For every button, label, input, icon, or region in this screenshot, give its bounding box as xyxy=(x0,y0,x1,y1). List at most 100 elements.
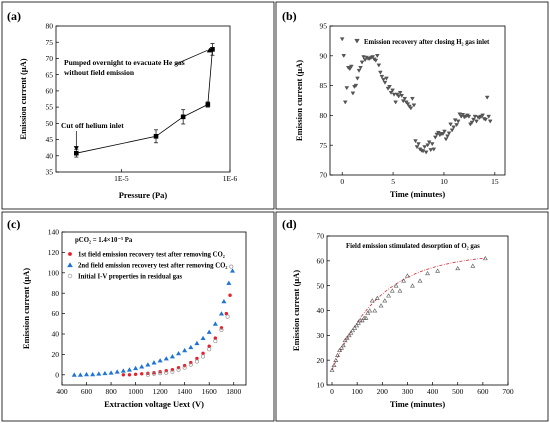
data-point-d xyxy=(369,298,375,303)
x-tick-label-c: 1000 xyxy=(128,387,143,396)
data-point-a xyxy=(210,47,215,52)
data-point-c xyxy=(228,293,232,297)
data-point-b xyxy=(457,112,463,117)
legend-label-b: Emission recovery after closing H₂ gas i… xyxy=(364,39,490,46)
data-point-b xyxy=(379,74,385,79)
y-tick-label-c: 60 xyxy=(52,309,60,318)
data-point-d xyxy=(363,315,369,320)
data-point-c xyxy=(84,371,90,377)
data-point-b xyxy=(436,130,441,135)
y-tick-label-a: 60 xyxy=(46,86,54,95)
data-point-d xyxy=(417,278,423,283)
data-point-a xyxy=(153,134,159,139)
data-point-c xyxy=(229,264,234,269)
data-point-d xyxy=(386,293,392,298)
y-tick-label-a: 75 xyxy=(46,38,54,47)
y-tick-label-c: 80 xyxy=(52,289,60,298)
data-point-b xyxy=(350,91,356,96)
data-point-c xyxy=(182,365,187,370)
data-point-b xyxy=(397,90,403,95)
data-point-c xyxy=(152,371,156,375)
data-point-c xyxy=(139,364,145,369)
data-point-a xyxy=(180,114,186,120)
data-point-b xyxy=(411,103,417,108)
data-point-b xyxy=(431,147,437,152)
data-point-b xyxy=(361,55,366,60)
data-point-b xyxy=(420,149,426,154)
data-point-b xyxy=(381,77,386,82)
data-point-c xyxy=(182,347,188,353)
y-axis-label-a: Emission current (μA) xyxy=(18,58,28,139)
data-point-d xyxy=(393,283,399,288)
data-point-c xyxy=(221,298,227,304)
x-tick-label-d: 500 xyxy=(452,387,464,396)
data-point-c xyxy=(163,356,169,361)
data-point-b xyxy=(455,119,461,124)
data-point-b xyxy=(472,114,478,119)
x-axis-label-d: Time (minutes) xyxy=(390,399,445,409)
panel-b-label: (b) xyxy=(282,9,297,23)
data-point-b xyxy=(358,65,363,70)
data-point-b xyxy=(344,86,350,91)
data-point-d xyxy=(359,318,365,323)
panel-a-frame xyxy=(1,1,275,210)
data-point-b xyxy=(425,143,431,148)
y-tick-label-d: 70 xyxy=(317,232,325,241)
data-point-d xyxy=(337,347,342,353)
data-point-c xyxy=(158,371,163,376)
legend-marker-b xyxy=(354,38,360,44)
data-point-c xyxy=(219,326,224,330)
data-point-b xyxy=(399,93,405,98)
data-point-c xyxy=(126,367,132,372)
data-point-d xyxy=(329,367,335,372)
data-point-b xyxy=(469,120,475,125)
data-point-c xyxy=(127,373,132,377)
x-tick-label-c: 400 xyxy=(56,387,68,396)
data-point-b xyxy=(413,139,418,144)
data-point-b xyxy=(449,128,455,133)
data-point-c xyxy=(176,367,181,372)
data-point-c xyxy=(90,371,96,377)
data-point-c xyxy=(152,371,157,376)
x-tick-label-d: 200 xyxy=(377,387,389,396)
panel-d-frame xyxy=(275,211,549,422)
data-point-b xyxy=(396,94,402,99)
data-point-b xyxy=(390,88,395,93)
data-point-b xyxy=(474,119,479,124)
chart-c: 0 20 40 60 80 100 120 140 400 600 800 1000 1200 1400 1… xyxy=(21,228,247,409)
data-point-b xyxy=(353,83,359,88)
data-point-c xyxy=(145,372,150,377)
data-point-b xyxy=(484,95,490,100)
annotation-arrowhead-a xyxy=(206,47,213,53)
y-tick-label-d: 10 xyxy=(317,381,325,390)
data-point-b xyxy=(376,63,382,68)
data-point-d xyxy=(367,308,373,313)
data-point-b xyxy=(414,145,420,150)
data-point-d xyxy=(410,283,415,288)
data-point-d xyxy=(355,320,361,325)
data-point-c xyxy=(207,344,211,348)
data-point-c xyxy=(225,314,230,319)
data-point-c xyxy=(140,372,144,376)
data-point-b xyxy=(483,117,489,122)
y-tick-label-d: 40 xyxy=(317,306,325,315)
y-tick-label-c: 0 xyxy=(55,370,59,379)
chart-b: 70 75 80 85 90 95 0 5 10 15 Emission current (μA) T… xyxy=(294,22,506,199)
x-axis-label-c: Extraction voltage Uext (V) xyxy=(104,399,204,409)
data-point-b xyxy=(442,129,447,134)
data-point-c xyxy=(194,359,199,364)
y-tick-label-d: 50 xyxy=(317,281,325,290)
data-point-d xyxy=(374,295,380,300)
data-point-b xyxy=(445,134,450,139)
data-point-c xyxy=(120,368,126,373)
x-tick-label-b: 5 xyxy=(391,177,395,186)
data-point-c xyxy=(96,371,102,376)
data-point-b xyxy=(422,145,427,150)
x-tick-label-c: 1200 xyxy=(153,387,168,396)
y-axis-label-b: Emission current (μA) xyxy=(294,60,304,141)
data-point-b xyxy=(370,55,376,60)
legend-marker-c xyxy=(68,252,72,256)
data-point-b xyxy=(384,76,389,81)
panel-b-frame xyxy=(275,1,549,210)
data-point-d xyxy=(389,288,395,293)
